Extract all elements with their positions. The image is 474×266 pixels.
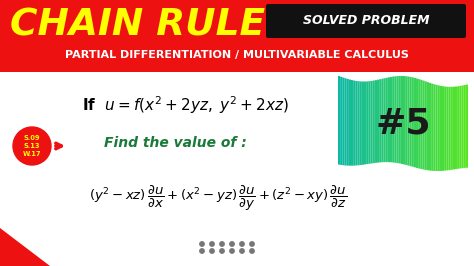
Polygon shape <box>403 76 405 164</box>
Polygon shape <box>466 85 468 168</box>
Polygon shape <box>453 87 455 169</box>
Polygon shape <box>375 80 377 163</box>
Polygon shape <box>396 76 399 163</box>
FancyBboxPatch shape <box>0 72 474 266</box>
Polygon shape <box>342 77 345 165</box>
Polygon shape <box>448 87 451 170</box>
Polygon shape <box>444 86 447 171</box>
Circle shape <box>240 249 244 253</box>
Polygon shape <box>416 78 418 168</box>
Circle shape <box>240 242 244 246</box>
Circle shape <box>200 249 204 253</box>
Polygon shape <box>420 80 422 169</box>
Circle shape <box>220 242 224 246</box>
Polygon shape <box>457 86 459 169</box>
Polygon shape <box>379 79 382 163</box>
FancyBboxPatch shape <box>0 0 474 72</box>
Polygon shape <box>429 83 431 171</box>
Polygon shape <box>418 79 420 169</box>
Polygon shape <box>459 86 462 168</box>
Text: If  $u = f(x^2 + 2yz,\ y^2 + 2xz)$: If $u = f(x^2 + 2yz,\ y^2 + 2xz)$ <box>82 94 289 116</box>
Polygon shape <box>386 78 388 162</box>
Polygon shape <box>438 85 440 171</box>
Polygon shape <box>360 81 362 165</box>
Circle shape <box>230 242 234 246</box>
Polygon shape <box>346 79 349 166</box>
Polygon shape <box>440 86 442 171</box>
Polygon shape <box>392 77 394 163</box>
FancyBboxPatch shape <box>266 4 466 38</box>
Polygon shape <box>433 84 436 171</box>
Circle shape <box>210 242 214 246</box>
Text: S.09
S.13
W.17: S.09 S.13 W.17 <box>23 135 41 157</box>
Polygon shape <box>388 77 390 162</box>
Polygon shape <box>353 81 356 166</box>
Polygon shape <box>425 81 427 170</box>
Polygon shape <box>366 81 368 164</box>
Polygon shape <box>383 78 386 162</box>
Circle shape <box>250 249 254 253</box>
Polygon shape <box>436 85 438 171</box>
Polygon shape <box>394 76 396 163</box>
Polygon shape <box>411 77 414 167</box>
Polygon shape <box>431 84 433 171</box>
Polygon shape <box>373 81 375 163</box>
Polygon shape <box>0 228 50 266</box>
Polygon shape <box>357 81 360 165</box>
Polygon shape <box>407 76 410 166</box>
Polygon shape <box>349 80 351 166</box>
Text: Find the value of :: Find the value of : <box>104 136 246 150</box>
Circle shape <box>230 249 234 253</box>
Polygon shape <box>422 81 425 169</box>
Polygon shape <box>356 81 357 165</box>
Polygon shape <box>362 81 364 165</box>
Polygon shape <box>401 76 403 164</box>
Polygon shape <box>462 85 464 168</box>
Circle shape <box>250 242 254 246</box>
Circle shape <box>13 127 51 165</box>
Polygon shape <box>464 85 466 168</box>
Polygon shape <box>371 81 373 164</box>
Polygon shape <box>345 78 346 165</box>
Polygon shape <box>390 77 392 162</box>
Polygon shape <box>455 86 457 169</box>
Polygon shape <box>442 86 444 171</box>
Circle shape <box>200 242 204 246</box>
Polygon shape <box>427 82 429 170</box>
Polygon shape <box>410 77 411 166</box>
Circle shape <box>210 249 214 253</box>
Polygon shape <box>399 76 401 164</box>
Circle shape <box>220 249 224 253</box>
Text: #5: #5 <box>375 106 431 140</box>
Polygon shape <box>377 80 379 163</box>
Polygon shape <box>368 81 371 164</box>
Polygon shape <box>340 77 342 165</box>
Text: SOLVED PROBLEM: SOLVED PROBLEM <box>303 15 429 27</box>
Text: PARTIAL DIFFERENTIATION / MULTIVARIABLE CALCULUS: PARTIAL DIFFERENTIATION / MULTIVARIABLE … <box>65 50 409 60</box>
Polygon shape <box>351 80 353 166</box>
Polygon shape <box>414 78 416 167</box>
Polygon shape <box>382 79 383 162</box>
Polygon shape <box>405 76 407 165</box>
Polygon shape <box>451 87 453 170</box>
Polygon shape <box>364 81 366 164</box>
Text: CHAIN RULE: CHAIN RULE <box>10 8 265 44</box>
Polygon shape <box>447 87 448 171</box>
Text: $(y^2 - xz)\,\dfrac{\partial u}{\partial x} + (x^2 - yz)\,\dfrac{\partial u}{\pa: $(y^2 - xz)\,\dfrac{\partial u}{\partial… <box>89 184 347 213</box>
Polygon shape <box>338 76 340 165</box>
